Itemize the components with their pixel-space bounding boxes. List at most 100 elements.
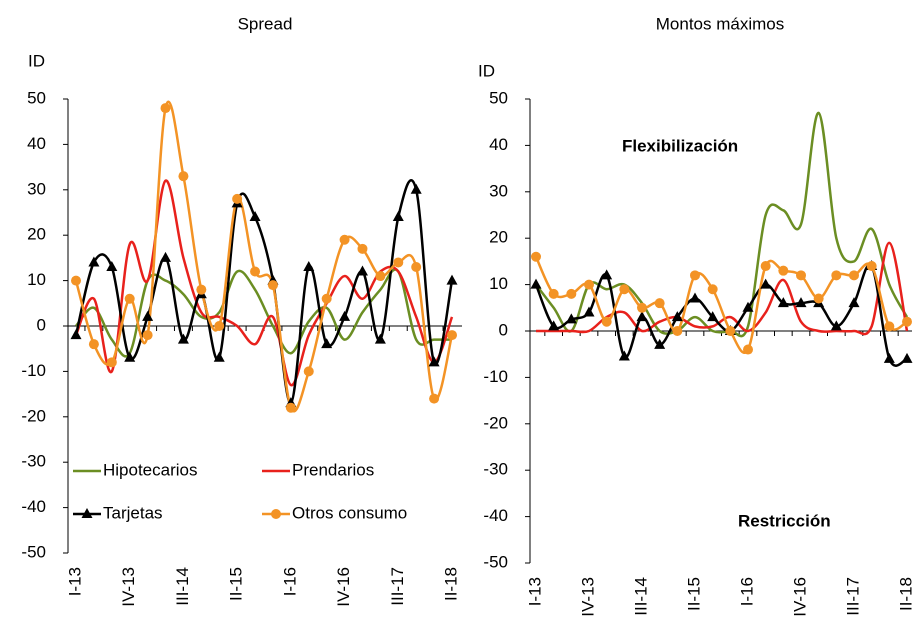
y-tick-label: 0 — [37, 315, 46, 334]
marker — [106, 357, 117, 368]
marker — [565, 313, 577, 324]
marker — [392, 211, 404, 222]
marker — [707, 284, 718, 295]
x-tick-label: III-17 — [843, 577, 862, 616]
legend-marker — [271, 509, 281, 519]
marker — [830, 320, 842, 331]
y-tick-label: -40 — [21, 497, 46, 516]
marker — [548, 320, 560, 331]
y-tick-label: -30 — [21, 452, 46, 471]
y-tick-label: 40 — [27, 134, 46, 153]
panel: Montos máximos ID -50 -40 -30 -20 -10 0 10 20 30 40… — [478, 14, 915, 616]
marker — [690, 270, 700, 281]
x-tick-label: IV-16 — [790, 577, 809, 617]
marker — [760, 278, 772, 289]
marker — [601, 269, 613, 280]
x-tick-label: II-18 — [896, 577, 915, 611]
series-line — [74, 179, 454, 387]
marker — [884, 321, 895, 332]
marker — [743, 344, 753, 355]
legend-label: Tarjetas — [103, 503, 163, 522]
marker — [725, 326, 736, 336]
y-tick-label: 40 — [489, 135, 508, 154]
marker — [106, 260, 118, 271]
marker — [796, 270, 806, 281]
marker — [583, 306, 595, 317]
marker — [530, 278, 542, 289]
marker — [411, 261, 422, 272]
y-axis-label: ID — [28, 51, 45, 70]
y-tick-label: 10 — [27, 270, 46, 289]
marker — [160, 103, 171, 114]
marker — [795, 297, 807, 308]
x-tick-label: II-15 — [684, 577, 703, 611]
legend-label: Otros consumo — [292, 503, 407, 522]
marker — [196, 284, 207, 295]
y-tick-label: -20 — [483, 413, 508, 432]
marker — [249, 211, 261, 222]
marker — [339, 234, 350, 245]
marker — [654, 298, 665, 309]
marker — [303, 260, 315, 271]
marker — [901, 352, 913, 363]
marker — [813, 293, 824, 304]
marker — [902, 316, 912, 327]
annotation: Restricción — [738, 511, 831, 530]
y-tick-label: 30 — [489, 181, 508, 200]
x-tick-label: II-18 — [441, 567, 460, 601]
marker — [618, 350, 630, 361]
panel: Spread ID -50 -40 -30 -20 -10 0 10 20 30 40 50 I-13 IV… — [21, 14, 462, 607]
marker — [250, 266, 261, 277]
marker — [742, 301, 754, 312]
x-tick-label: IV-13 — [578, 577, 597, 617]
legend-label: Hipotecarios — [103, 460, 198, 479]
marker — [410, 183, 422, 194]
y-tick-label: 50 — [27, 88, 46, 107]
marker — [707, 311, 719, 322]
marker — [566, 288, 577, 299]
marker — [866, 261, 877, 272]
marker — [689, 292, 701, 303]
marker — [428, 356, 440, 367]
x-tick-label: II-15 — [227, 567, 246, 601]
marker — [214, 321, 225, 331]
series-line — [74, 100, 454, 413]
legend-label: Prendarios — [292, 460, 374, 479]
x-tick-label: III-14 — [173, 567, 192, 606]
y-tick-label: -50 — [483, 552, 508, 571]
marker — [71, 275, 81, 286]
marker — [672, 326, 683, 336]
marker — [671, 311, 683, 322]
series-line — [74, 179, 454, 405]
x-tick-label: I-13 — [65, 567, 84, 596]
series-line — [534, 263, 908, 367]
marker — [548, 288, 559, 299]
marker — [70, 329, 82, 340]
marker — [619, 284, 630, 295]
marker — [285, 402, 296, 413]
legend-marker — [81, 508, 93, 518]
x-tick-label: III-14 — [631, 577, 650, 616]
marker — [267, 280, 278, 291]
y-tick-label: -40 — [483, 506, 508, 525]
marker — [88, 339, 99, 350]
marker — [393, 257, 404, 268]
marker — [654, 338, 666, 349]
marker — [213, 351, 225, 362]
y-tick-label: 20 — [27, 225, 46, 244]
marker — [374, 333, 386, 344]
series-line — [536, 241, 909, 336]
marker — [142, 310, 154, 321]
marker — [124, 293, 135, 304]
marker — [177, 333, 189, 344]
marker — [760, 261, 771, 272]
marker — [636, 311, 648, 322]
chart-title: Spread — [238, 14, 293, 33]
marker — [584, 279, 594, 290]
marker — [848, 297, 860, 308]
y-tick-label: 20 — [489, 228, 508, 247]
marker — [142, 330, 153, 341]
marker — [429, 393, 440, 404]
marker — [375, 271, 386, 282]
